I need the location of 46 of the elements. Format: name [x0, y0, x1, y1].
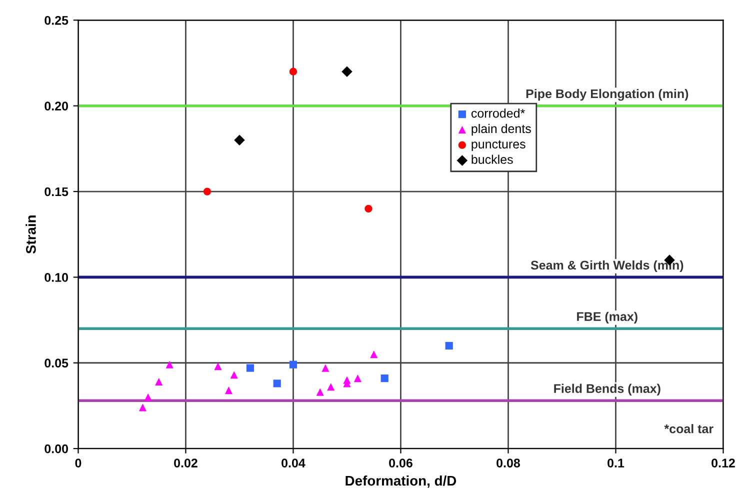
- ref-line-label: Field Bends (max): [554, 384, 660, 396]
- point: [234, 134, 245, 146]
- point: [380, 374, 388, 382]
- legend-label: punctures: [472, 140, 526, 151]
- x-axis-title: Deformation, d/D: [346, 475, 456, 488]
- point: [273, 380, 281, 388]
- y-tick-label: 0.20: [44, 102, 68, 110]
- ref-line-label: Seam & Girth Welds (min): [530, 260, 684, 272]
- point: [166, 360, 174, 368]
- point: [230, 371, 238, 379]
- legend-label: buckles: [472, 154, 513, 164]
- x-tick-label: 0.12: [712, 458, 735, 468]
- y-axis-title: Strain: [26, 216, 36, 254]
- point: [246, 364, 254, 372]
- point: [445, 342, 453, 350]
- x-tick-label: 0.06: [389, 458, 412, 468]
- y-tick-label: 0.05: [44, 358, 68, 368]
- point: [214, 362, 222, 370]
- ref-line-label: Pipe Body Elongation (min): [526, 88, 688, 101]
- point: [354, 374, 362, 382]
- y-tick-label: 0.00: [44, 444, 68, 454]
- point: [224, 386, 233, 394]
- x-tick-label: 0.02: [174, 458, 198, 468]
- legend-label: corroded*: [471, 108, 525, 118]
- annotation: *coal tar: [664, 424, 714, 434]
- point: [289, 360, 298, 368]
- x-tick-label: 0.08: [496, 458, 520, 468]
- point: [370, 350, 378, 358]
- point: [289, 68, 298, 76]
- point: [316, 388, 324, 396]
- point: [364, 204, 372, 212]
- x-tick-label: 0: [75, 458, 82, 468]
- point: [322, 364, 330, 372]
- y-tick-label: 0.25: [44, 16, 68, 25]
- point: [144, 393, 152, 401]
- point: [327, 383, 335, 391]
- point: [155, 378, 163, 386]
- x-tick-label: 0.04: [282, 458, 306, 468]
- legend-label: plain dents: [472, 124, 531, 136]
- point: [138, 404, 147, 412]
- y-tick-label: 0.15: [44, 187, 68, 196]
- x-tick-label: 0.1: [608, 458, 624, 468]
- y-tick-label: 0.10: [44, 273, 68, 282]
- point: [342, 66, 352, 77]
- point: [203, 188, 212, 196]
- ref-line-label: FBE (max): [577, 312, 638, 324]
